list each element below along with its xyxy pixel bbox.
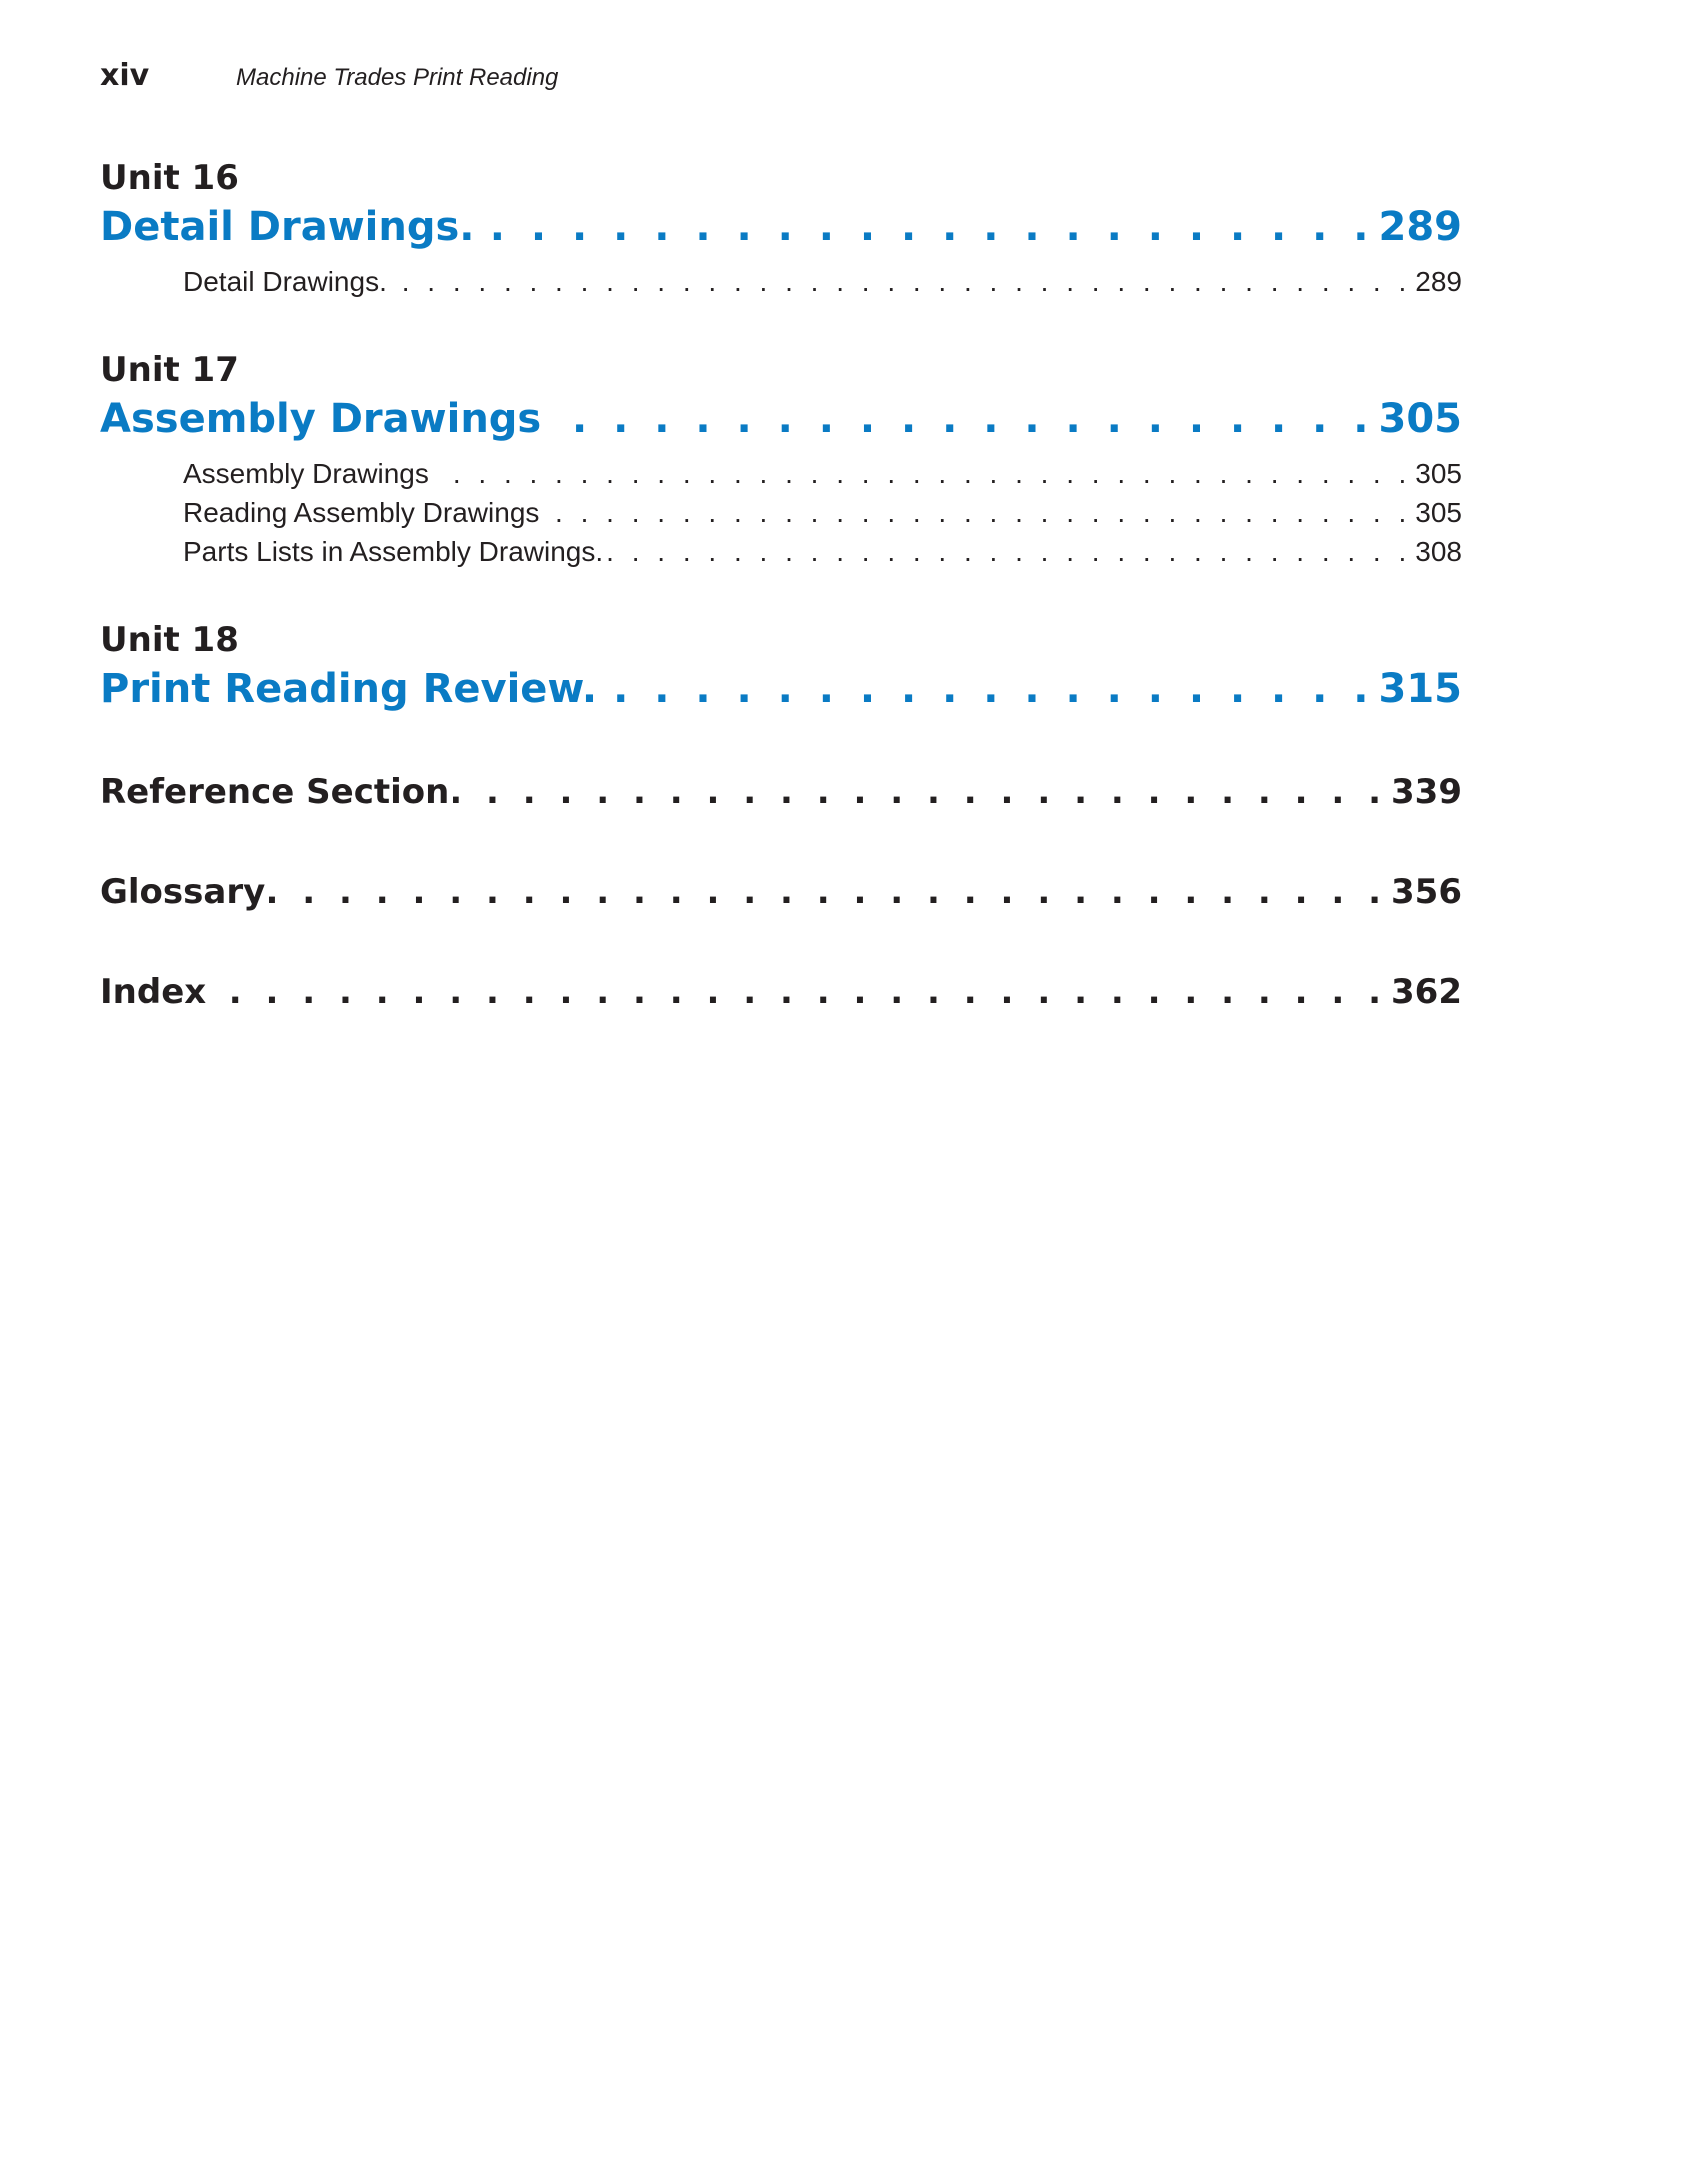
back-matter-page: 356 <box>1391 872 1462 912</box>
unit-label: Unit 18 <box>100 620 239 660</box>
chapter-title: Print Reading Review. <box>100 666 598 712</box>
chapter-page: 289 <box>1378 204 1463 250</box>
toc-section[interactable]: Detail Drawings. 289 <box>183 266 1462 298</box>
back-matter-page: 362 <box>1391 972 1462 1012</box>
section-page: 289 <box>1415 266 1462 297</box>
unit-label: Unit 17 <box>100 350 239 390</box>
toc-back-matter[interactable]: Glossary 356 <box>100 872 1462 912</box>
back-matter-title: Glossary <box>100 872 266 912</box>
toc-chapter[interactable]: Assembly Drawings 305 <box>100 396 1462 442</box>
toc-section[interactable]: Reading Assembly Drawings 305 <box>183 497 1462 529</box>
section-title: Assembly Drawings <box>183 458 429 489</box>
dot-leader <box>545 396 1374 442</box>
unit-label: Unit 16 <box>100 158 239 198</box>
chapter-title: Detail Drawings. <box>100 204 475 250</box>
toc-back-matter[interactable]: Reference Section 339 <box>100 772 1462 812</box>
section-page: 305 <box>1415 458 1462 489</box>
toc-back-matter[interactable]: Index 362 <box>100 972 1462 1012</box>
back-matter-page: 339 <box>1391 772 1462 812</box>
chapter-page: 315 <box>1378 666 1463 712</box>
section-page: 305 <box>1415 497 1462 528</box>
dot-leader <box>543 497 1411 529</box>
section-title: Reading Assembly Drawings <box>183 497 540 528</box>
toc-section[interactable]: Parts Lists in Assembly Drawings. 308 <box>183 536 1462 568</box>
section-title: Parts Lists in Assembly Drawings. <box>183 536 604 567</box>
dot-leader <box>453 772 1387 812</box>
section-title: Detail Drawings. <box>183 266 387 297</box>
dot-leader <box>479 204 1375 250</box>
back-matter-title: Reference Section <box>100 772 450 812</box>
toc-chapter[interactable]: Print Reading Review. 315 <box>100 666 1462 712</box>
dot-leader <box>433 458 1411 490</box>
dot-leader <box>269 872 1387 912</box>
page-header: xiv Machine Trades Print Reading <box>100 58 558 93</box>
running-title: Machine Trades Print Reading <box>236 64 559 91</box>
chapter-title: Assembly Drawings <box>100 396 542 442</box>
dot-leader <box>210 972 1387 1012</box>
section-page: 308 <box>1415 536 1462 567</box>
dot-leader <box>391 266 1411 298</box>
toc-section[interactable]: Assembly Drawings 305 <box>183 458 1462 490</box>
page-number: xiv <box>100 58 150 93</box>
toc-chapter[interactable]: Detail Drawings. 289 <box>100 204 1462 250</box>
back-matter-title: Index <box>100 972 207 1012</box>
dot-leader <box>607 536 1411 568</box>
chapter-page: 305 <box>1378 396 1463 442</box>
dot-leader <box>601 666 1374 712</box>
